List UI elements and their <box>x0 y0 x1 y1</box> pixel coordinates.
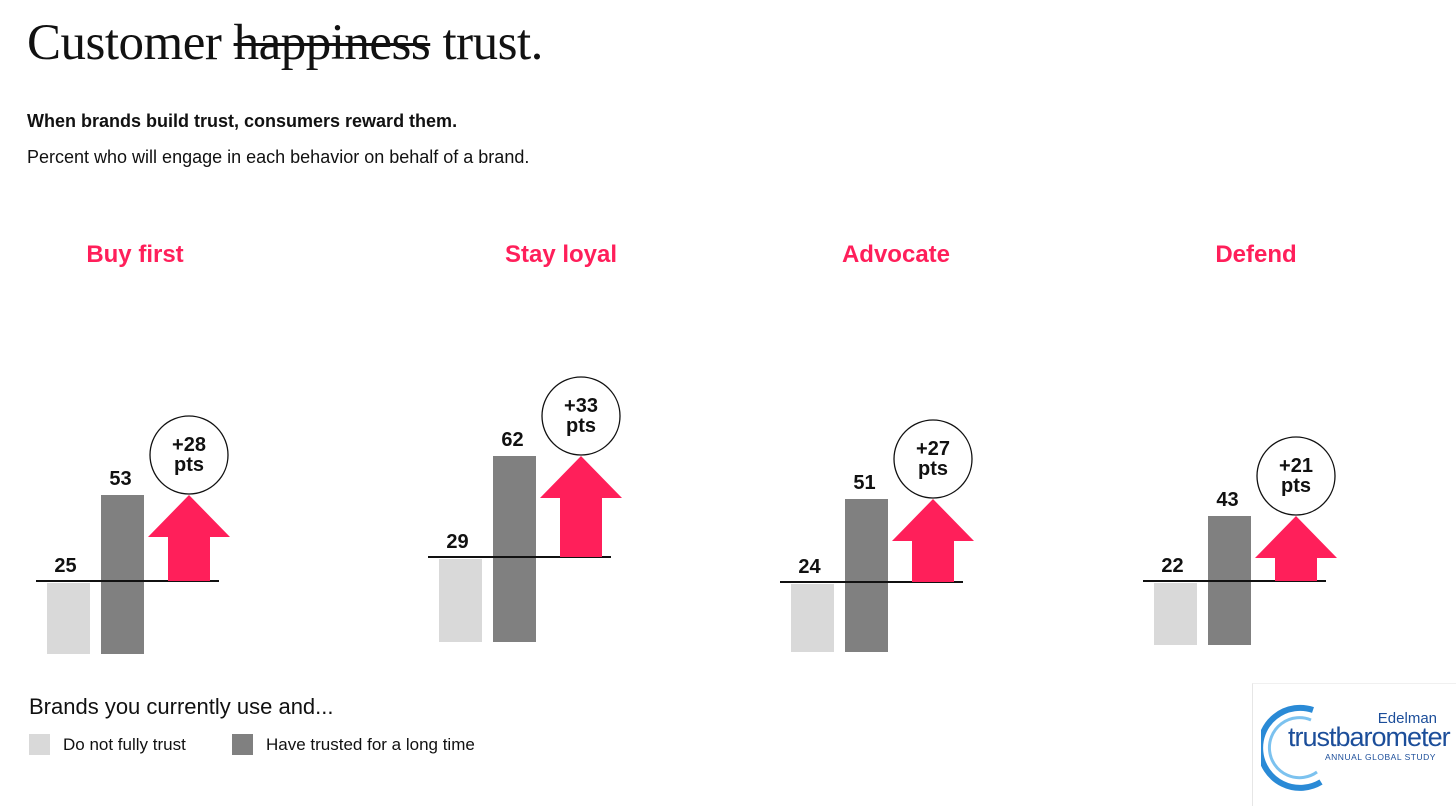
edelman-trust-barometer-logo: Edelman trustbarometer ANNUAL GLOBAL STU… <box>1252 683 1456 806</box>
difference-unit-stay-loyal: pts <box>566 415 596 437</box>
difference-unit-defend: pts <box>1281 475 1311 497</box>
page-title: Customer happiness trust. <box>27 14 543 72</box>
logo-brand-word-b: barometer <box>1335 722 1451 752</box>
legend-item-trusted: Have trusted for a long time <box>232 734 475 755</box>
chart-subtitle: When brands build trust, consumers rewar… <box>27 111 458 131</box>
bar-not-trust-defend <box>1154 583 1197 645</box>
legend-swatch-trusted <box>232 734 253 755</box>
value-label-not-trust-stay-loyal: 29 <box>446 531 468 553</box>
legend-item-not-trust: Do not fully trust <box>29 734 186 755</box>
difference-value-buy-first: +28 <box>172 434 206 456</box>
value-label-trusted-stay-loyal: 62 <box>501 429 523 451</box>
category-label-buy-first: Buy first <box>86 241 183 268</box>
value-label-trusted-buy-first: 53 <box>109 468 131 490</box>
value-label-not-trust-advocate: 24 <box>798 556 821 578</box>
difference-bubble-stay-loyal <box>541 376 621 456</box>
legend-swatch-not-trust <box>29 734 50 755</box>
title-prefix: Customer <box>27 15 234 71</box>
bar-not-trust-stay-loyal <box>439 559 482 642</box>
increase-arrow-advocate <box>892 499 974 582</box>
value-label-trusted-defend: 43 <box>1216 489 1238 511</box>
logo-brand-top: Edelman <box>1377 710 1437 727</box>
value-label-trusted-advocate: 51 <box>853 472 875 494</box>
legend-title: Brands you currently use and... <box>29 694 334 719</box>
legend-label-not-trust: Do not fully trust <box>63 734 186 754</box>
value-label-not-trust-defend: 22 <box>1161 555 1183 577</box>
increase-arrow-defend <box>1255 516 1337 581</box>
difference-value-advocate: +27 <box>916 438 950 460</box>
title-struck-word: happiness <box>233 15 431 71</box>
title-suffix: trust. <box>430 15 543 71</box>
logo-brand-sub: ANNUAL GLOBAL STUDY <box>1325 752 1436 762</box>
bar-trusted-advocate <box>845 499 888 652</box>
legend-label-trusted: Have trusted for a long time <box>266 734 475 754</box>
chart-description: Percent who will engage in each behavior… <box>27 147 530 167</box>
bar-trusted-buy-first <box>101 495 144 654</box>
logo-arc-icon <box>1261 704 1323 791</box>
difference-unit-advocate: pts <box>918 458 948 480</box>
difference-bubble-advocate <box>893 419 973 499</box>
category-label-advocate: Advocate <box>842 241 950 268</box>
difference-value-stay-loyal: +33 <box>564 395 598 417</box>
logo-brand-main: trustbarometer <box>1288 722 1451 753</box>
difference-unit-buy-first: pts <box>174 454 204 476</box>
category-label-stay-loyal: Stay loyal <box>505 241 617 268</box>
value-label-not-trust-buy-first: 25 <box>54 555 76 577</box>
category-label-defend: Defend <box>1215 241 1296 268</box>
bar-trusted-stay-loyal <box>493 456 536 642</box>
increase-arrow-stay-loyal <box>540 456 622 557</box>
difference-value-defend: +21 <box>1279 455 1313 477</box>
bar-not-trust-buy-first <box>47 583 90 654</box>
difference-bubble-defend <box>1256 436 1336 516</box>
logo-brand-word-a: trust <box>1288 722 1337 752</box>
bar-not-trust-advocate <box>791 584 834 652</box>
difference-bubble-buy-first <box>149 415 229 495</box>
increase-arrow-buy-first <box>148 495 230 581</box>
